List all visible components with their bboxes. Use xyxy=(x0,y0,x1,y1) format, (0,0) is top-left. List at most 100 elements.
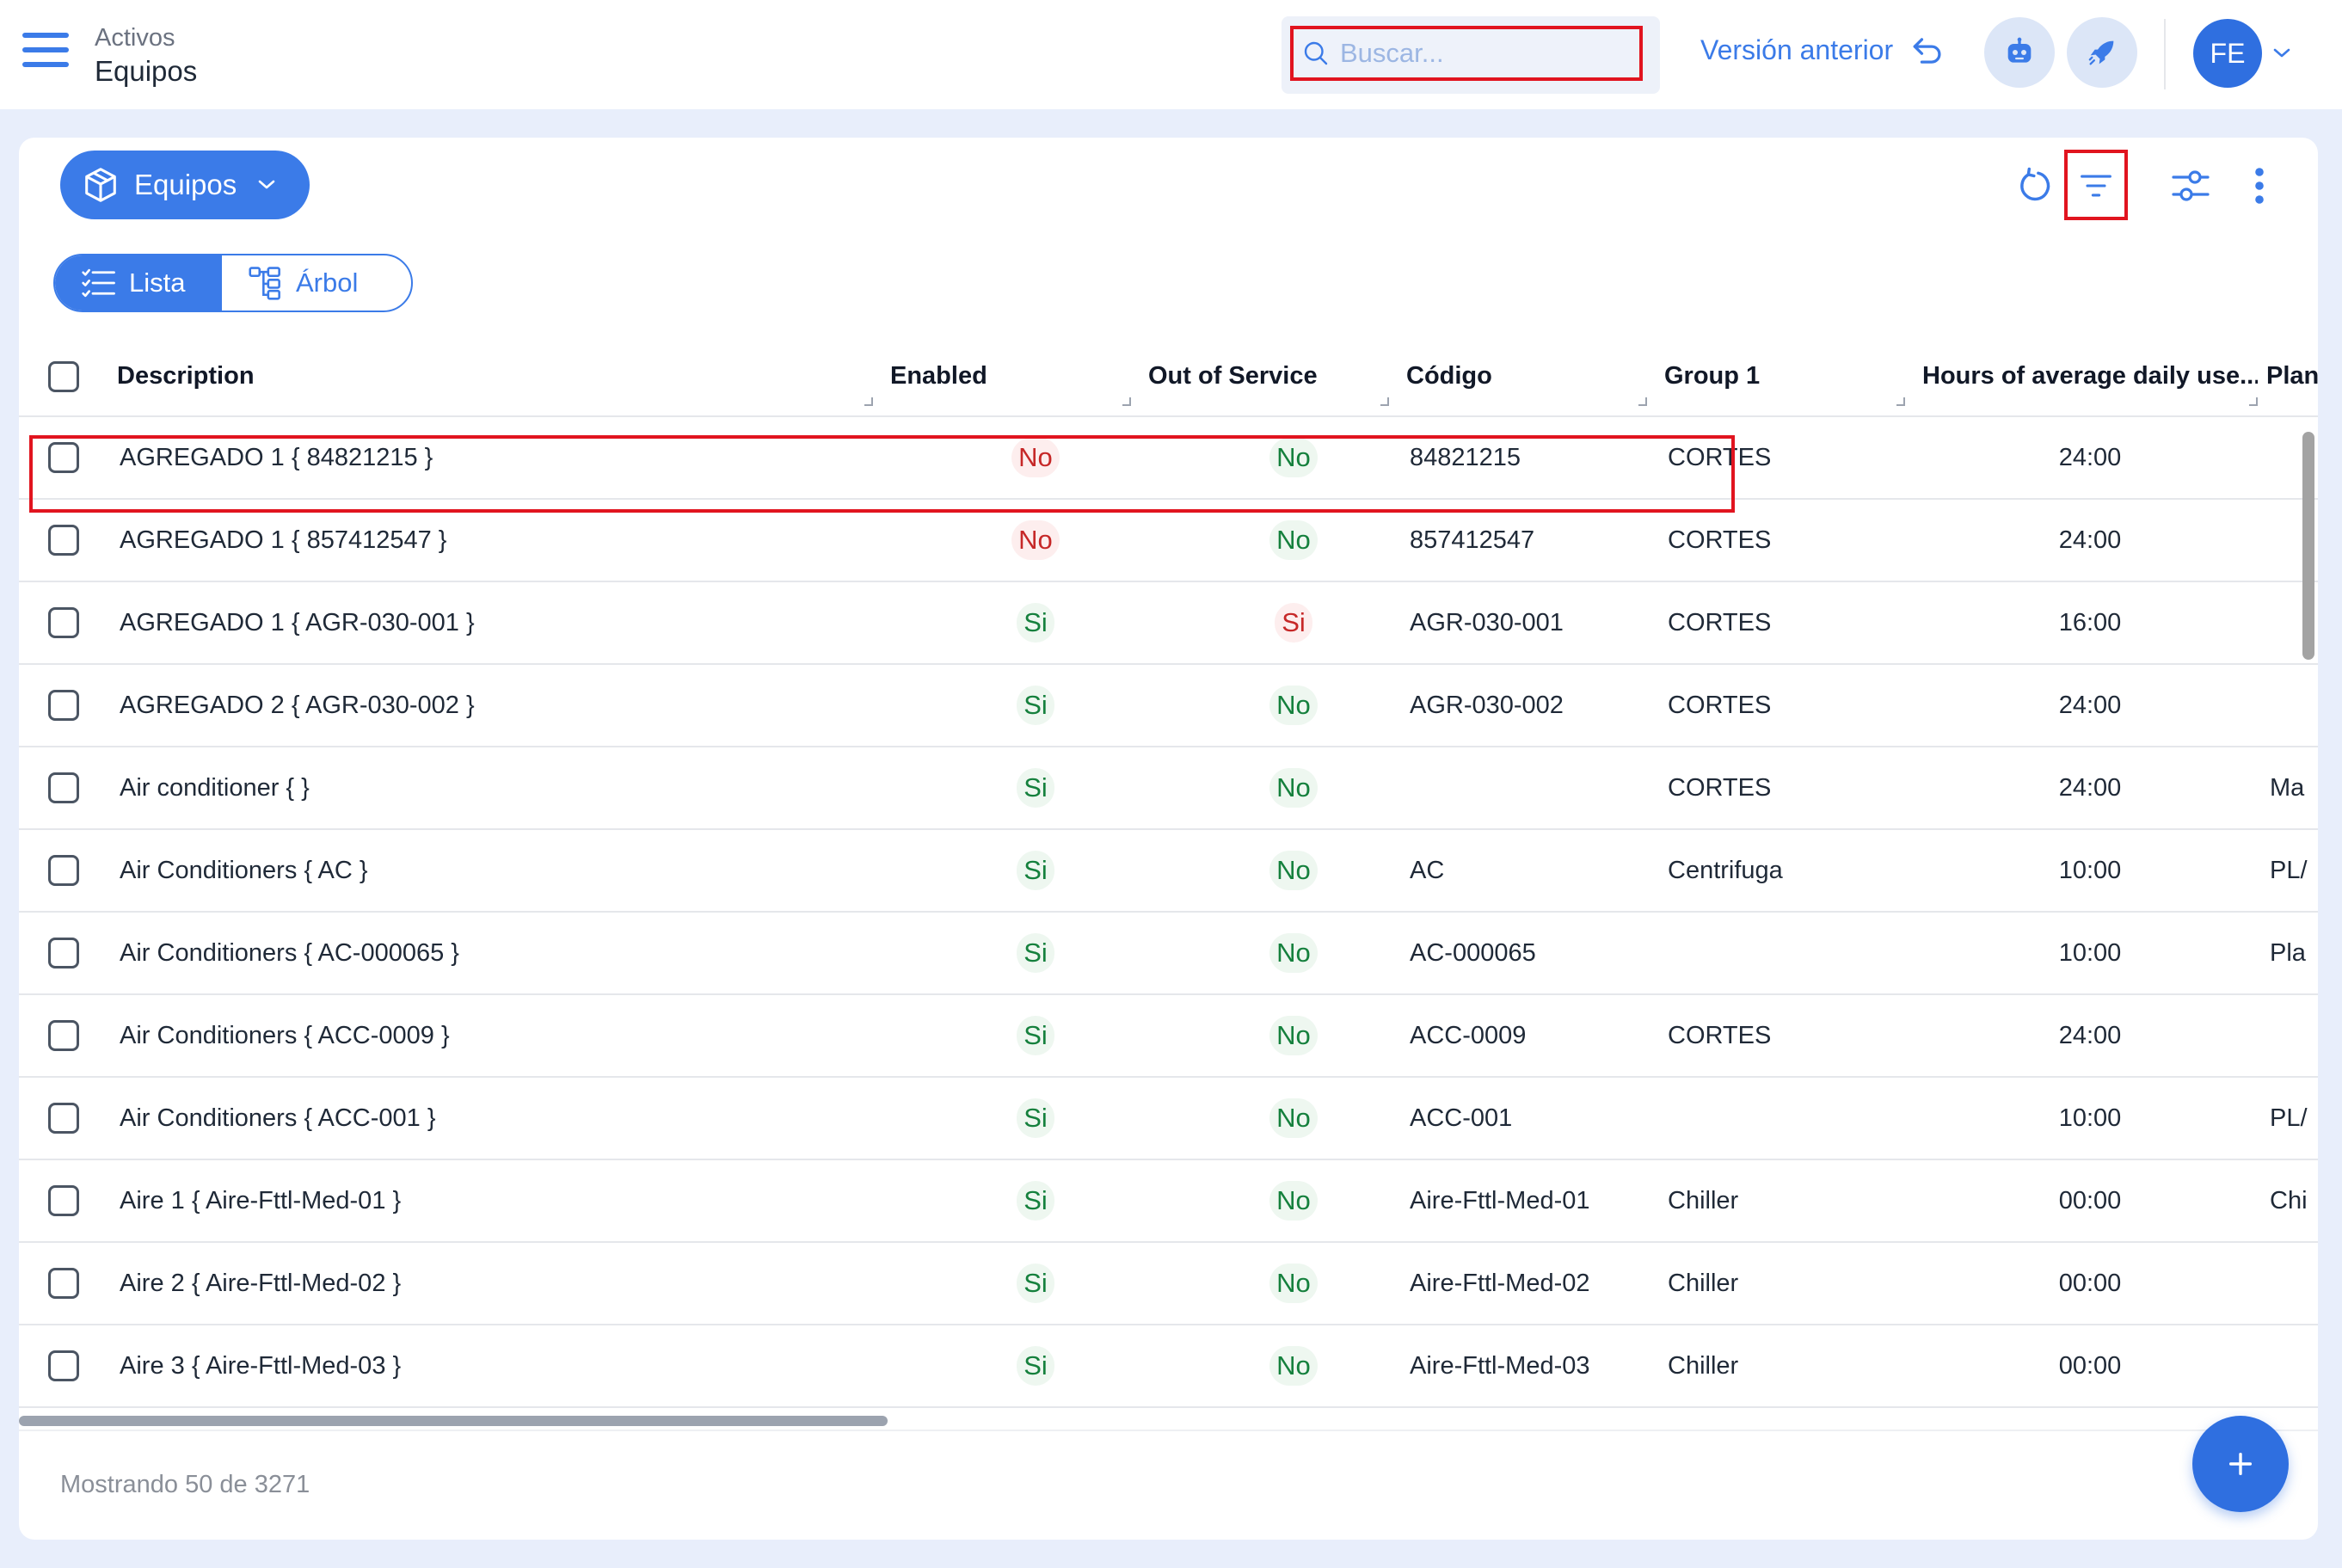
cell-enabled: Si xyxy=(890,1325,1181,1406)
horizontal-scrollbar[interactable] xyxy=(19,1416,888,1426)
row-checkbox[interactable] xyxy=(48,1268,79,1299)
module-selector-button[interactable]: Equipos xyxy=(60,151,310,219)
header-divider xyxy=(2164,19,2166,89)
row-checkbox[interactable] xyxy=(48,1103,79,1134)
status-badge: No xyxy=(1269,1264,1318,1303)
table-row[interactable]: Air Conditioners { AC-000065 } Si No AC-000… xyxy=(19,913,2318,995)
row-checkbox[interactable] xyxy=(48,938,79,968)
refresh-icon xyxy=(2020,167,2050,201)
cell-out-of-service: No xyxy=(1148,1160,1439,1241)
column-header-plan[interactable]: Plan xyxy=(2266,362,2318,390)
cell-enabled: Si xyxy=(890,665,1181,746)
tab-lista[interactable]: Lista xyxy=(55,255,222,311)
table-row[interactable]: AGREGADO 1 { 857412547 } No No 857412547 COR… xyxy=(19,500,2318,582)
breadcrumb-parent[interactable]: Activos xyxy=(95,24,175,52)
column-resize-handle[interactable] xyxy=(864,397,873,406)
refresh-button[interactable] xyxy=(2011,162,2059,210)
vertical-scrollbar[interactable] xyxy=(2302,432,2314,660)
cell-description: AGREGADO 1 { 84821215 } xyxy=(120,443,433,471)
assistant-button[interactable] xyxy=(1984,17,2055,88)
row-checkbox[interactable] xyxy=(48,1020,79,1051)
cell-out-of-service: No xyxy=(1148,830,1439,911)
search-icon xyxy=(1304,41,1328,65)
row-checkbox[interactable] xyxy=(48,1185,79,1216)
cell-out-of-service: No xyxy=(1148,417,1439,498)
table-row[interactable]: Air Conditioners { ACC-0009 } Si No ACC-000… xyxy=(19,995,2318,1078)
table-row[interactable]: AGREGADO 1 { 84821215 } No No 84821215 CORTE… xyxy=(19,417,2318,500)
plus-icon xyxy=(2228,1452,2253,1476)
column-header-enabled[interactable]: Enabled xyxy=(890,362,987,390)
search-container xyxy=(1282,16,1660,94)
table-header: Description Enabled Out of Service Códig… xyxy=(19,335,2318,417)
cell-hours: 24:00 xyxy=(2058,691,2122,719)
cell-hours: 16:00 xyxy=(2058,608,2122,636)
search-field[interactable] xyxy=(1290,26,1643,81)
status-badge: Si xyxy=(1017,851,1054,890)
avatar[interactable]: FE xyxy=(2193,19,2262,88)
row-checkbox[interactable] xyxy=(48,1350,79,1381)
cell-plan: PL/ xyxy=(2270,1104,2308,1132)
cell-description: AGREGADO 1 { 857412547 } xyxy=(120,526,447,554)
select-all-checkbox[interactable] xyxy=(48,361,79,392)
table-row[interactable]: Air conditioner { } Si No CORTES 24:00 Ma xyxy=(19,747,2318,830)
more-options-button[interactable] xyxy=(2235,162,2284,210)
row-checkbox[interactable] xyxy=(48,855,79,886)
table-row[interactable]: AGREGADO 2 { AGR-030-002 } Si No AGR-030-00… xyxy=(19,665,2318,747)
cell-hours: 10:00 xyxy=(2058,938,2122,967)
cell-codigo: 84821215 xyxy=(1410,443,1521,471)
row-checkbox[interactable] xyxy=(48,607,79,638)
status-badge: No xyxy=(1269,851,1318,890)
filter-button[interactable] xyxy=(2072,162,2120,210)
cell-hours: 10:00 xyxy=(2058,856,2122,884)
column-settings-button[interactable] xyxy=(2167,162,2215,210)
row-checkbox[interactable] xyxy=(48,442,79,473)
add-equipment-button[interactable] xyxy=(2192,1416,2289,1512)
more-vertical-icon xyxy=(2255,168,2264,204)
column-resize-handle[interactable] xyxy=(1638,397,1647,406)
column-resize-handle[interactable] xyxy=(1122,397,1131,406)
cell-codigo: AC-000065 xyxy=(1410,938,1536,967)
column-header-codigo[interactable]: Código xyxy=(1406,362,1492,390)
column-header-hours-average-daily-use[interactable]: Hours of average daily use... xyxy=(1922,362,2258,390)
cell-group-1: Centrifuga xyxy=(1668,856,1783,884)
cell-description: AGREGADO 1 { AGR-030-001 } xyxy=(120,608,475,636)
status-badge: No xyxy=(1269,768,1318,808)
table-row[interactable]: Aire 3 { Aire-Fttl-Med-03 } Si No Aire-Fttl… xyxy=(19,1325,2318,1408)
tab-arbol[interactable]: Árbol xyxy=(222,255,411,311)
cell-codigo: Aire-Fttl-Med-01 xyxy=(1410,1186,1590,1214)
row-checkbox[interactable] xyxy=(48,525,79,556)
cell-enabled: Si xyxy=(890,1160,1181,1241)
cell-plan xyxy=(2270,1243,2318,1324)
cell-description: Air Conditioners { ACC-001 } xyxy=(120,1104,436,1132)
cell-description: Aire 2 { Aire-Fttl-Med-02 } xyxy=(120,1269,402,1297)
cell-codigo: AGR-030-001 xyxy=(1410,608,1564,636)
cell-enabled: No xyxy=(890,500,1181,581)
status-badge: Si xyxy=(1017,933,1054,973)
launch-button[interactable] xyxy=(2067,17,2137,88)
table-row[interactable]: Air Conditioners { AC } Si No AC Centrifuga 1… xyxy=(19,830,2318,913)
cell-enabled: Si xyxy=(890,1243,1181,1324)
column-resize-handle[interactable] xyxy=(1380,397,1389,406)
table-row[interactable]: AGREGADO 1 { AGR-030-001 } Si Si AGR-030-00… xyxy=(19,582,2318,665)
tab-lista-label: Lista xyxy=(129,267,186,298)
column-header-out-of-service[interactable]: Out of Service xyxy=(1148,362,1318,390)
status-badge: No xyxy=(1269,1098,1318,1138)
table-row[interactable]: Air Conditioners { ACC-001 } Si No ACC-001 1… xyxy=(19,1078,2318,1160)
previous-version-link[interactable]: Versión anterior xyxy=(1700,34,1945,66)
column-header-group-1[interactable]: Group 1 xyxy=(1664,362,1761,390)
column-header-description[interactable]: Description xyxy=(117,362,255,390)
status-badge: No xyxy=(1269,686,1318,725)
hamburger-menu-icon[interactable] xyxy=(22,33,69,74)
column-resize-handle[interactable] xyxy=(1896,397,1905,406)
footer-divider xyxy=(19,1430,2318,1431)
table-row[interactable]: Aire 1 { Aire-Fttl-Med-01 } Si No Aire-Fttl… xyxy=(19,1160,2318,1243)
column-resize-handle[interactable] xyxy=(2249,397,2258,406)
cell-hours: 00:00 xyxy=(2058,1269,2122,1297)
row-checkbox[interactable] xyxy=(48,690,79,721)
chevron-down-icon[interactable] xyxy=(2272,46,2291,60)
search-input[interactable] xyxy=(1340,38,1624,69)
table-row[interactable]: Aire 2 { Aire-Fttl-Med-02 } Si No Aire-Fttl… xyxy=(19,1243,2318,1325)
row-checkbox[interactable] xyxy=(48,772,79,803)
cell-enabled: Si xyxy=(890,1078,1181,1159)
cell-group-1 xyxy=(1668,913,1917,993)
